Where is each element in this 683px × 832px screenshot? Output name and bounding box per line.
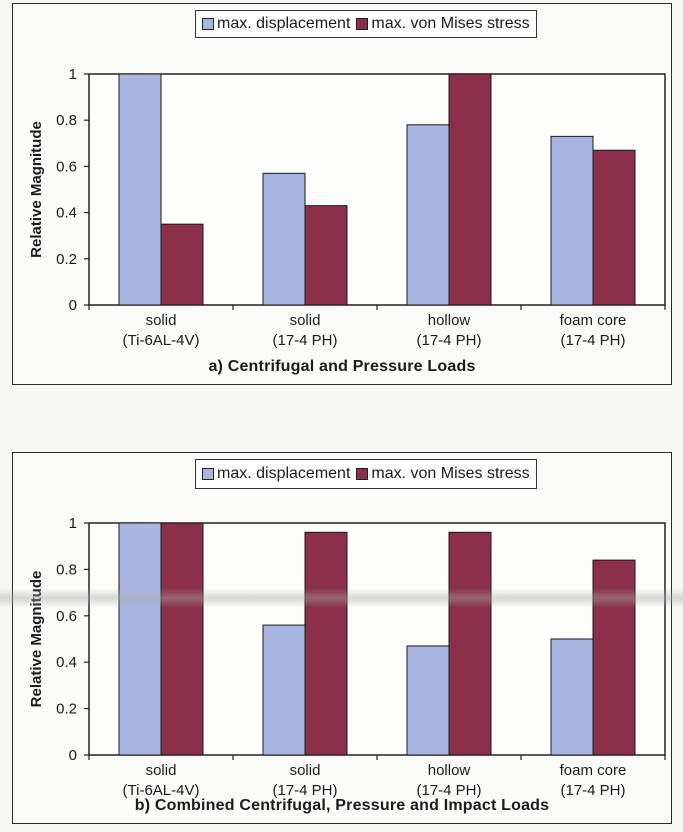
- x-tick-label: (Ti-6AL-4V): [123, 782, 200, 799]
- x-tick-label: (17-4 PH): [416, 782, 481, 799]
- legend-swatch-displacement: [202, 468, 214, 480]
- bar-chart-b: 0 0.2 0.4 0.6 0.8 1 Relative Magnitude solid (Ti…: [28, 515, 666, 799]
- y-axis-title: Relative Magnitude: [28, 571, 45, 708]
- y-tick-label: 0: [69, 297, 77, 314]
- y-tick-label: 0: [69, 747, 77, 764]
- x-tick-label: (17-4 PH): [416, 332, 481, 349]
- bar-stress: [592, 149, 636, 306]
- legend-label-displacement: max. displacement: [217, 465, 351, 482]
- bar-stress: [160, 522, 204, 756]
- chart-panel-a: max. displacement max. von Mises stress …: [12, 3, 672, 385]
- bar-displacement: [118, 522, 162, 756]
- bar-displacement: [550, 638, 594, 756]
- x-tick-label: foam core: [560, 762, 627, 779]
- legend-swatch-stress: [356, 18, 369, 30]
- legend-swatch-displacement: [202, 18, 214, 30]
- chart-caption: b) Combined Centrifugal, Pressure and Im…: [134, 797, 550, 814]
- chart-panel-b: max. displacement max. von Mises stress …: [12, 452, 672, 824]
- x-tick-label: (17-4 PH): [560, 332, 625, 349]
- legend-item-displacement: max. displacement: [202, 15, 350, 33]
- legend-label-stress: max. von Mises stress: [371, 465, 530, 482]
- x-tick-label: solid: [290, 762, 321, 779]
- y-tick-label: 0.4: [56, 654, 77, 671]
- y-axis-title: Relative Magnitude: [28, 121, 45, 258]
- x-tick-label: solid: [146, 762, 177, 779]
- bar-stress: [304, 205, 348, 306]
- bar-displacement: [406, 645, 450, 756]
- y-tick-label: 1: [69, 515, 77, 532]
- y-tick-label: 0.2: [56, 251, 77, 268]
- bar-displacement: [262, 172, 306, 306]
- bar-displacement: [406, 124, 450, 306]
- x-tick-label: (17-4 PH): [272, 782, 337, 799]
- y-tick-label: 0.4: [56, 205, 77, 222]
- bar-displacement: [550, 135, 594, 306]
- legend-item-stress: max. von Mises stress: [356, 465, 530, 483]
- y-tick-label: 1: [69, 66, 77, 83]
- y-tick-label: 0.2: [56, 701, 77, 718]
- x-tick-label: foam core: [560, 312, 627, 329]
- legend-label-stress: max. von Mises stress: [371, 15, 530, 32]
- bar-displacement: [118, 73, 162, 306]
- bar-stress: [448, 73, 492, 306]
- x-tick-label: hollow: [428, 312, 471, 329]
- x-tick-label: hollow: [428, 762, 471, 779]
- x-tick-label: solid: [290, 312, 321, 329]
- y-tick-label: 0.6: [56, 158, 77, 175]
- y-tick-label: 0.6: [56, 608, 77, 625]
- legend-label-displacement: max. displacement: [217, 15, 351, 32]
- x-tick-label: solid: [146, 312, 177, 329]
- legend-item-displacement: max. displacement: [202, 465, 350, 483]
- y-tick-label: 0.8: [56, 561, 77, 578]
- chart-caption: a) Centrifugal and Pressure Loads: [208, 358, 476, 375]
- legend: max. displacement max. von Mises stress: [195, 10, 537, 38]
- bar-stress: [448, 531, 492, 756]
- bar-stress: [304, 531, 348, 756]
- x-tick-label: (17-4 PH): [560, 782, 625, 799]
- legend-item-stress: max. von Mises stress: [356, 15, 530, 33]
- legend-swatch-stress: [356, 468, 369, 480]
- bar-displacement: [262, 624, 306, 756]
- bar-stress: [160, 223, 204, 306]
- x-tick-label: (17-4 PH): [272, 332, 337, 349]
- x-tick-label: (Ti-6AL-4V): [123, 332, 200, 349]
- bar-stress: [592, 559, 636, 756]
- bar-chart-a: 0 0.2 0.4 0.6 0.8 1 Relative Magnitude solid (Ti…: [28, 66, 666, 349]
- legend: max. displacement max. von Mises stress: [195, 459, 537, 489]
- y-tick-label: 0.8: [56, 112, 77, 129]
